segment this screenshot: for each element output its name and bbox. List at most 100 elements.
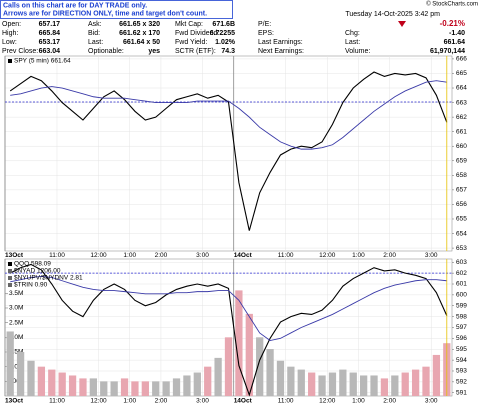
moving-average: [10, 80, 447, 150]
volume-bar: [204, 366, 212, 396]
x-tick-label: 11:00: [49, 252, 65, 259]
volume-bar: [89, 378, 97, 396]
volume-bar: [266, 349, 274, 396]
y-tick-label: 664: [456, 85, 467, 92]
volume-bar: [68, 375, 77, 396]
legend-swatch: [8, 262, 12, 266]
y-tick-label: 657: [456, 187, 467, 194]
header-value: 663.04: [39, 48, 61, 55]
x-tick-label: 14Oct: [234, 252, 253, 259]
header-label: Open:: [2, 21, 21, 28]
header-label: Next Earnings:: [258, 48, 304, 55]
y-tick-label: 597: [456, 324, 467, 331]
header-label: Bid:: [88, 30, 100, 37]
y-tick-label: 661: [456, 128, 467, 135]
legend-label: SPY (5 min) 661.64: [14, 58, 71, 65]
volume-bar: [214, 357, 222, 396]
legend-swatch: [8, 283, 12, 287]
x-tick-label: 3:00: [425, 252, 438, 259]
volume-bar: [370, 375, 378, 396]
header-label: P/E:: [258, 21, 271, 28]
y2-tick-label: 1.0M: [9, 363, 23, 370]
volume-bar: [193, 372, 201, 396]
note-box: [0, 0, 233, 19]
legend-swatch: [8, 276, 12, 280]
x-tick-label: 3:00: [196, 252, 209, 259]
header-label: Last:: [345, 39, 360, 46]
header-value: 661.62 x 170: [119, 30, 160, 37]
volume-bar: [27, 360, 35, 396]
x-tick-label: 1:00: [352, 252, 365, 259]
x-tick-label: 11:00: [278, 252, 294, 259]
y-tick-label: 591: [456, 389, 467, 396]
y-tick-label: 656: [456, 201, 467, 208]
x-tick-label: 12:00: [319, 252, 336, 259]
volume-bar: [256, 337, 264, 396]
x-tick-label: 13Oct: [5, 398, 24, 405]
down-arrow: [398, 21, 406, 27]
header-label: Fwd Dividend:: [175, 30, 219, 37]
header-label: Ask:: [88, 21, 102, 28]
header-value: 665.84: [39, 30, 61, 37]
volume-bar: [152, 381, 160, 396]
y-tick-label: 602: [456, 270, 467, 277]
y-tick-label: 665: [456, 70, 467, 77]
y2-tick-label: 500K: [9, 378, 25, 385]
volume-bar: [141, 381, 149, 396]
y-tick-label: 593: [456, 368, 467, 375]
y-tick-label: 663: [456, 99, 467, 106]
volume-bar: [297, 369, 305, 396]
header-label: Last:: [88, 39, 103, 46]
watermark: © StockCharts.com: [426, 1, 478, 8]
volume-bar: [131, 381, 139, 396]
header-label: Low:: [2, 39, 17, 46]
y-tick-label: 595: [456, 346, 467, 353]
header-value: -1.40: [449, 30, 465, 37]
y-tick-label: 653: [456, 245, 467, 252]
volume-bar: [308, 372, 316, 396]
y-tick-label: 660: [456, 143, 467, 150]
volume-bar: [162, 381, 170, 396]
x-tick-label: 12:00: [90, 252, 107, 259]
y2-tick-label: 3.0M: [9, 305, 23, 312]
y-tick-label: 596: [456, 335, 467, 342]
header-label: SCTR (ETF):: [175, 48, 216, 55]
volume-bar: [432, 354, 441, 396]
volume-bar: [287, 366, 295, 396]
volume-bar: [391, 375, 399, 396]
y-tick-label: 658: [456, 172, 467, 179]
volume-bar: [37, 366, 46, 396]
volume-bar: [328, 372, 337, 396]
y-tick-label: 600: [456, 292, 467, 299]
x-tick-label: 12:00: [319, 398, 336, 405]
y2-tick-label: 3.5M: [9, 290, 23, 297]
y-tick-label: 655: [456, 216, 467, 223]
header-label: Chg:: [345, 30, 360, 37]
y-tick-label: 594: [456, 357, 467, 364]
x-tick-label: 1:00: [352, 398, 365, 405]
y-tick-label: 654: [456, 230, 467, 237]
header-value: 661.64 x 50: [123, 39, 160, 46]
y-tick-label: 598: [456, 313, 467, 320]
x-tick-label: 3:00: [425, 398, 438, 405]
header-value: 671.6B: [212, 21, 235, 28]
volume-bar: [183, 375, 191, 396]
moving-average: [10, 275, 447, 342]
header-value: 61,970,144: [430, 48, 465, 55]
date: Tuesday 14-Oct-2025 3:42 pm: [345, 11, 440, 18]
x-tick-label: 2:00: [383, 252, 396, 259]
header-label: EPS:: [258, 30, 274, 37]
volume-bar: [110, 381, 118, 396]
y-tick-label: 603: [456, 259, 467, 266]
volume-bar: [120, 378, 129, 396]
header-label: Mkt Cap:: [175, 21, 203, 28]
panel: 591 592 593 594 595 596 597 598 599 600 601 602 603 5…: [4, 259, 467, 405]
legend-swatch: [8, 59, 12, 63]
panel: 653 654 655 656 657 658 659 660 661 662 663 664 665 6…: [4, 56, 467, 259]
header-value: 657.17: [39, 21, 61, 28]
header-value: 661.65 x 320: [119, 21, 160, 28]
volume-bar: [276, 360, 285, 396]
x-tick-label: 11:00: [278, 398, 294, 405]
